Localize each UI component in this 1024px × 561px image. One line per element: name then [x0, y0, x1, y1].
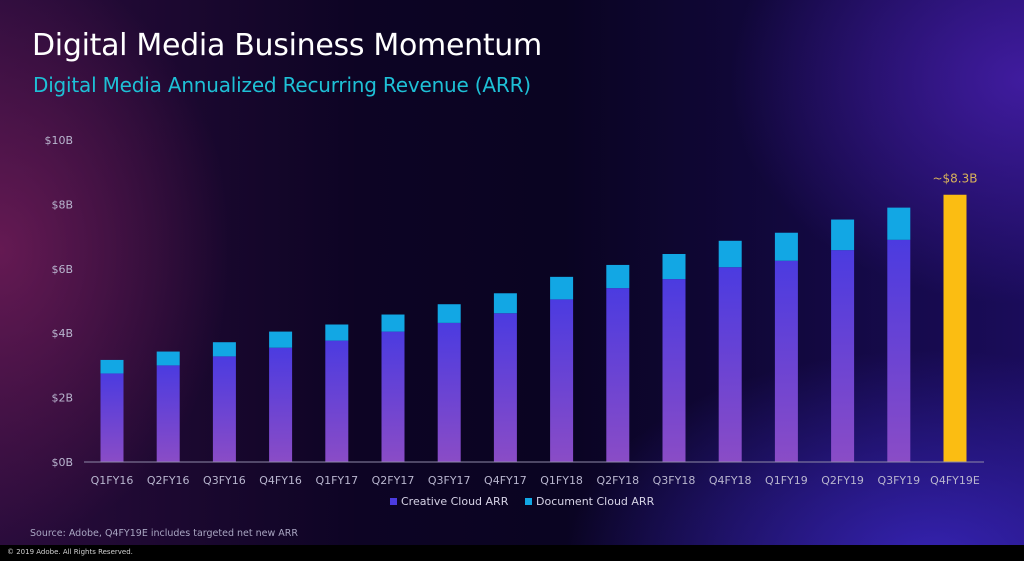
bar-creative-cloud: [718, 267, 742, 462]
y-tick-label: $10B: [44, 134, 73, 147]
legend-document-cloud-label: Document Cloud ARR: [536, 495, 655, 508]
bar-creative-cloud: [437, 322, 461, 462]
bar-creative-cloud: [212, 356, 236, 462]
bar-document-cloud: [493, 293, 517, 314]
x-tick-label: Q3FY16: [203, 474, 246, 487]
x-tick-label: Q3FY17: [428, 474, 471, 487]
y-tick-label: $8B: [51, 198, 73, 211]
x-tick-label: Q1FY16: [91, 474, 134, 487]
bar-creative-cloud: [831, 250, 855, 462]
y-tick-label: $0B: [51, 456, 73, 469]
bar-document-cloud: [437, 304, 461, 323]
x-tick-label: Q4FY19E: [930, 474, 980, 487]
copyright-text: © 2019 Adobe. All Rights Reserved.: [7, 548, 133, 556]
bar-creative-cloud: [774, 260, 798, 462]
bar-creative-cloud: [606, 288, 630, 462]
x-tick-label: Q2FY18: [596, 474, 639, 487]
bar-creative-cloud: [662, 279, 686, 462]
bar-document-cloud: [662, 253, 686, 280]
x-tick-label: Q4FY17: [484, 474, 527, 487]
chart-subtitle: Digital Media Annualized Recurring Reven…: [33, 73, 531, 97]
bar-document-cloud: [156, 351, 180, 366]
estimate-data-label: ~$8.3B: [932, 172, 977, 186]
y-tick-label: $6B: [51, 263, 73, 276]
bar-creative-cloud: [381, 331, 405, 462]
x-tick-label: Q3FY18: [653, 474, 696, 487]
legend-creative-cloud-swatch: [390, 498, 397, 505]
y-tick-label: $4B: [51, 327, 73, 340]
bar-document-cloud: [774, 232, 798, 261]
bar-creative-cloud: [325, 340, 349, 462]
bar-estimate: [943, 194, 967, 463]
bar-creative-cloud: [269, 347, 293, 462]
legend-document-cloud-swatch: [525, 498, 532, 505]
y-tick-label: $2B: [51, 392, 73, 405]
footer-bar: © 2019 Adobe. All Rights Reserved.: [0, 545, 1024, 561]
x-tick-label: Q2FY16: [147, 474, 190, 487]
x-tick-label: Q4FY18: [709, 474, 752, 487]
bar-document-cloud: [887, 207, 911, 240]
bar-document-cloud: [212, 342, 236, 357]
x-tick-label: Q1FY18: [540, 474, 583, 487]
bar-document-cloud: [718, 240, 742, 268]
bar-creative-cloud: [493, 313, 517, 462]
arr-bar-chart: $0B $2B $4B $6B $8B $10B ~$8.3B Q1FY16 Q2FY16 Q…: [44, 134, 984, 508]
source-note: Source: Adobe, Q4FY19E includes targeted…: [30, 528, 298, 539]
bar-document-cloud: [269, 331, 293, 348]
bar-document-cloud: [831, 219, 855, 251]
bar-document-cloud: [325, 324, 349, 341]
x-tick-label: Q4FY16: [259, 474, 302, 487]
x-tick-label: Q1FY17: [315, 474, 358, 487]
bar-creative-cloud: [100, 373, 124, 462]
bar-creative-cloud: [887, 239, 911, 462]
bar-document-cloud: [550, 276, 574, 300]
bar-document-cloud: [100, 359, 124, 374]
slide-title: Digital Media Business Momentum: [32, 28, 542, 63]
bar-document-cloud: [381, 314, 405, 332]
bar-creative-cloud: [156, 365, 180, 462]
bar-document-cloud: [606, 264, 630, 289]
x-tick-label: Q2FY19: [821, 474, 864, 487]
legend-creative-cloud-label: Creative Cloud ARR: [401, 495, 509, 508]
bar-creative-cloud: [550, 299, 574, 462]
x-tick-label: Q2FY17: [372, 474, 415, 487]
x-tick-label: Q3FY19: [877, 474, 920, 487]
x-tick-label: Q1FY19: [765, 474, 808, 487]
